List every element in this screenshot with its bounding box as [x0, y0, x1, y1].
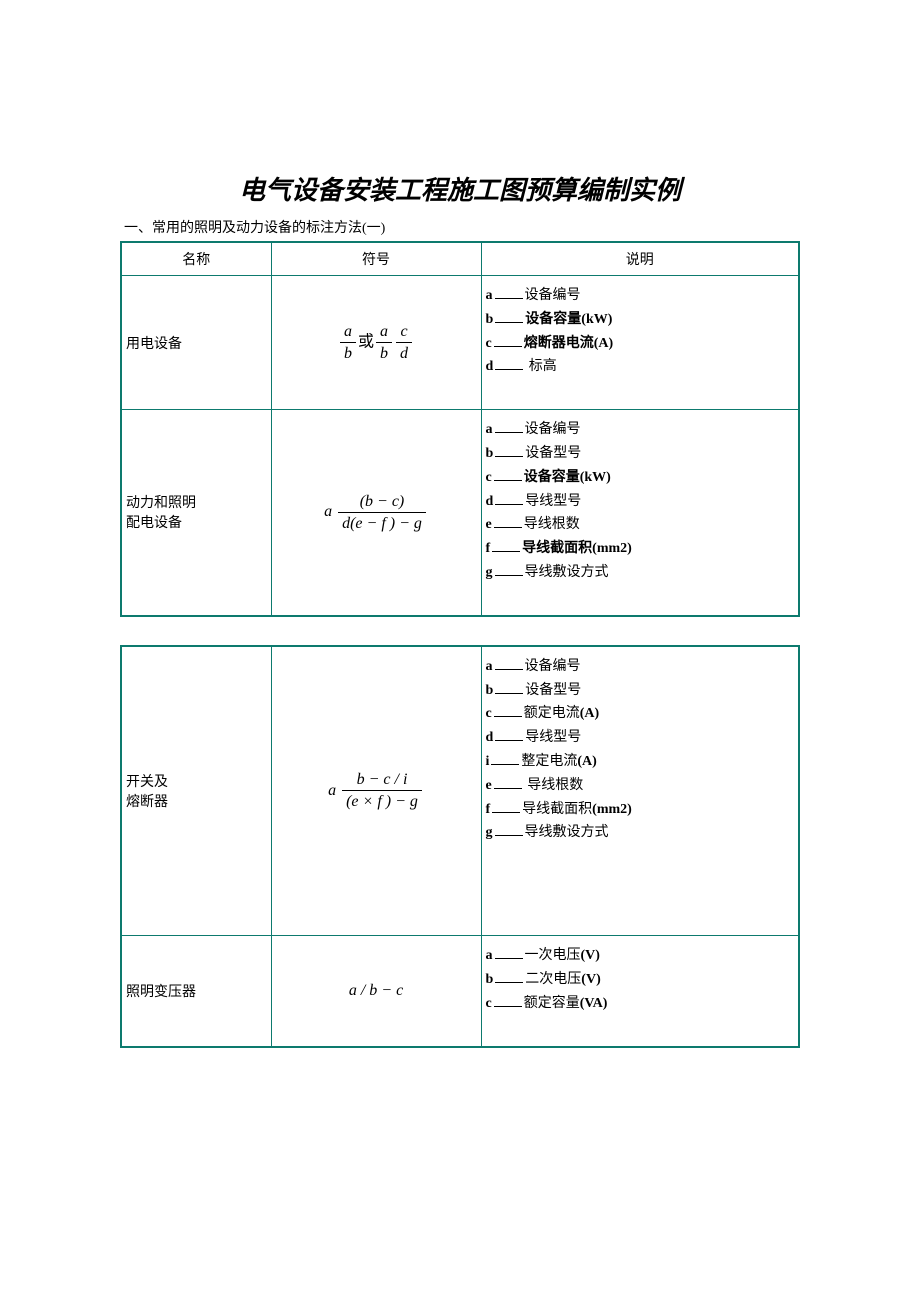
notation-table-1: 名称 符号 说明 用电设备 ab或abcd a设备编号 b设备容量(kW) c熔…	[120, 241, 800, 617]
row-desc: a设备编号 b设备容量(kW) c熔断器电流(A) d 标高	[481, 276, 799, 410]
row-symbol: a (b − c)d(e − f ) − g	[271, 410, 481, 616]
table-row: 动力和照明 配电设备 a (b − c)d(e − f ) − g a设备编号 …	[121, 410, 799, 616]
notation-table-2: 开关及 熔断器 a b − c / i(e × f ) − g a设备编号 b设…	[120, 645, 800, 1048]
header-name: 名称	[121, 242, 271, 276]
row-desc: a一次电压(V) b二次电压(V) c额定容量(VA)	[481, 936, 799, 1047]
row-name: 照明变压器	[121, 936, 271, 1047]
row-symbol: a b − c / i(e × f ) − g	[271, 646, 481, 936]
table-row: 开关及 熔断器 a b − c / i(e × f ) − g a设备编号 b设…	[121, 646, 799, 936]
table-row: 照明变压器 a / b − c a一次电压(V) b二次电压(V) c额定容量(…	[121, 936, 799, 1047]
row-symbol: a / b − c	[271, 936, 481, 1047]
table-row: 用电设备 ab或abcd a设备编号 b设备容量(kW) c熔断器电流(A) d…	[121, 276, 799, 410]
header-desc: 说明	[481, 242, 799, 276]
table-header-row: 名称 符号 说明	[121, 242, 799, 276]
row-desc: a设备编号 b设备型号 c设备容量(kW) d导线型号 e导线根数 f导线截面积…	[481, 410, 799, 616]
row-symbol: ab或abcd	[271, 276, 481, 410]
row-name: 开关及 熔断器	[121, 646, 271, 936]
row-name: 用电设备	[121, 276, 271, 410]
section-subtitle: 一、常用的照明及动力设备的标注方法(一)	[120, 217, 800, 237]
row-name: 动力和照明 配电设备	[121, 410, 271, 616]
row-desc: a设备编号 b设备型号 c额定电流(A) d导线型号 i整定电流(A) e 导线…	[481, 646, 799, 936]
header-symbol: 符号	[271, 242, 481, 276]
page-title: 电气设备安装工程施工图预算编制实例	[120, 170, 800, 207]
